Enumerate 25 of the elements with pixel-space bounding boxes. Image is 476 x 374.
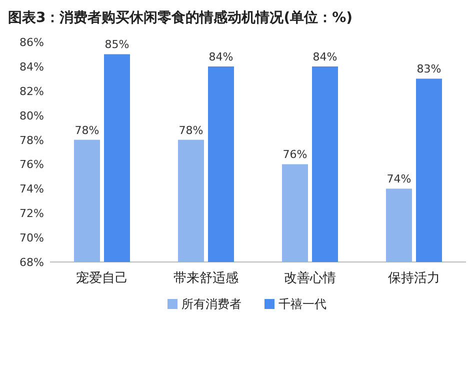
y-tick-label: 82%: [20, 84, 44, 98]
y-tick-label: 74%: [20, 182, 44, 196]
y-tick-label: 78%: [20, 134, 44, 147]
y-tick-label: 68%: [20, 256, 44, 269]
x-tick-label: 改善心情: [284, 270, 336, 286]
data-label: 74%: [386, 172, 412, 186]
y-tick-label: 76%: [20, 158, 44, 172]
data-label: 84%: [312, 50, 338, 64]
data-label: 78%: [178, 124, 204, 137]
legend-label: 千禧一代: [278, 297, 326, 311]
y-tick-label: 72%: [20, 207, 44, 220]
y-tick-label: 70%: [20, 232, 44, 245]
data-label: 85%: [104, 38, 130, 52]
legend-label: 所有消费者: [182, 297, 242, 311]
y-tick-label: 86%: [20, 36, 44, 49]
x-tick-label: 保持活力: [388, 271, 440, 286]
data-label: 83%: [416, 62, 442, 76]
x-tick-label: 宠爱自己: [76, 271, 128, 286]
data-label: 76%: [282, 148, 308, 162]
y-tick-label: 80%: [20, 109, 44, 122]
data-label: 84%: [208, 50, 234, 64]
data-label: 78%: [74, 124, 100, 137]
x-tick-label: 带来舒适感: [174, 271, 238, 286]
y-tick-label: 84%: [20, 60, 44, 74]
chart-title: 图表3：消费者购买休闲零食的情感动机情况(单位：%): [8, 10, 353, 26]
